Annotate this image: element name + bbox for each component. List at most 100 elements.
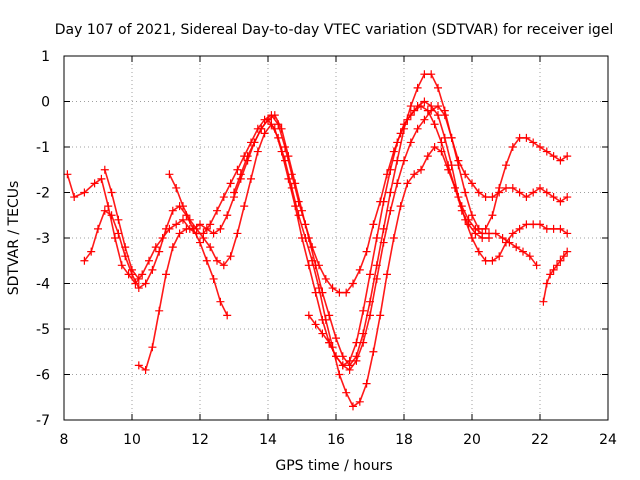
data-point xyxy=(434,111,442,120)
data-point xyxy=(267,120,276,129)
data-point xyxy=(444,165,453,174)
data-point xyxy=(563,152,572,161)
data-point xyxy=(481,256,490,265)
data-point xyxy=(196,220,204,229)
data-point xyxy=(240,202,249,211)
data-point xyxy=(447,133,456,142)
data-point xyxy=(542,188,551,197)
data-point xyxy=(485,229,493,238)
x-tick-label: 8 xyxy=(60,432,69,448)
x-tick-label: 20 xyxy=(463,432,481,448)
data-point xyxy=(508,183,517,192)
data-point xyxy=(468,179,476,188)
data-point xyxy=(179,202,187,211)
data-point xyxy=(107,188,116,197)
data-point xyxy=(457,202,466,211)
series-band xyxy=(66,105,490,294)
data-point xyxy=(100,165,109,174)
data-point xyxy=(355,397,364,406)
data-point xyxy=(413,124,422,133)
x-tick-label: 16 xyxy=(327,432,345,448)
data-point xyxy=(162,270,170,279)
data-point xyxy=(243,152,252,161)
data-point xyxy=(434,83,442,92)
y-tick-label: -1 xyxy=(36,140,50,156)
data-point xyxy=(519,247,527,256)
data-point xyxy=(400,124,408,133)
data-point xyxy=(474,247,483,256)
series-band xyxy=(83,205,228,317)
data-point xyxy=(97,174,106,183)
data-point xyxy=(502,183,510,192)
data-point xyxy=(318,329,327,338)
data-point xyxy=(379,197,388,206)
data-point xyxy=(325,311,334,320)
data-point xyxy=(437,138,446,147)
data-point xyxy=(128,265,136,274)
data-point xyxy=(522,220,531,229)
data-point xyxy=(468,211,476,220)
data-point xyxy=(175,229,184,238)
data-point xyxy=(366,311,374,320)
data-point xyxy=(372,234,381,242)
y-tick-label: -5 xyxy=(36,322,50,338)
data-point xyxy=(536,143,544,151)
data-point xyxy=(406,102,415,111)
data-point xyxy=(192,224,201,233)
data-point xyxy=(420,70,429,79)
data-point xyxy=(461,188,470,197)
data-point xyxy=(508,229,517,238)
data-point xyxy=(145,256,153,265)
data-point xyxy=(396,202,405,211)
data-point xyxy=(233,229,242,238)
series-band xyxy=(104,169,140,280)
data-point xyxy=(270,111,279,120)
data-point xyxy=(342,288,351,297)
data-point xyxy=(219,193,228,202)
data-point xyxy=(474,224,483,233)
data-point xyxy=(498,234,507,242)
data-point xyxy=(563,229,572,238)
data-point xyxy=(505,238,514,247)
data-point xyxy=(386,188,395,197)
data-point xyxy=(172,220,181,229)
data-point xyxy=(247,174,255,183)
data-point xyxy=(542,279,551,288)
data-point xyxy=(553,261,561,270)
data-point xyxy=(257,124,266,133)
data-point xyxy=(196,238,204,247)
data-point xyxy=(478,229,487,238)
data-point xyxy=(359,338,368,347)
data-point xyxy=(403,179,412,188)
data-point xyxy=(111,234,119,242)
data-point xyxy=(162,224,170,233)
data-point xyxy=(447,161,456,170)
data-point xyxy=(393,156,402,165)
data-point xyxy=(406,138,415,147)
data-point xyxy=(213,206,221,215)
data-point xyxy=(304,234,313,242)
data-point xyxy=(430,120,439,129)
data-point xyxy=(274,133,283,142)
data-point xyxy=(219,261,228,270)
data-point xyxy=(321,315,330,324)
data-point xyxy=(349,279,357,288)
data-point xyxy=(515,133,524,142)
data-point xyxy=(461,170,470,179)
data-point xyxy=(532,261,541,270)
data-point xyxy=(335,370,344,379)
data-point xyxy=(355,265,364,274)
data-point xyxy=(155,306,164,315)
data-point xyxy=(277,124,286,133)
data-point xyxy=(549,193,558,202)
data-point xyxy=(114,215,123,224)
data-point xyxy=(366,270,374,279)
data-point xyxy=(393,138,402,147)
data-point xyxy=(206,220,215,229)
data-point xyxy=(556,256,565,265)
data-point xyxy=(117,261,126,270)
data-point xyxy=(138,270,147,279)
data-point xyxy=(536,220,544,229)
data-point xyxy=(87,247,96,256)
